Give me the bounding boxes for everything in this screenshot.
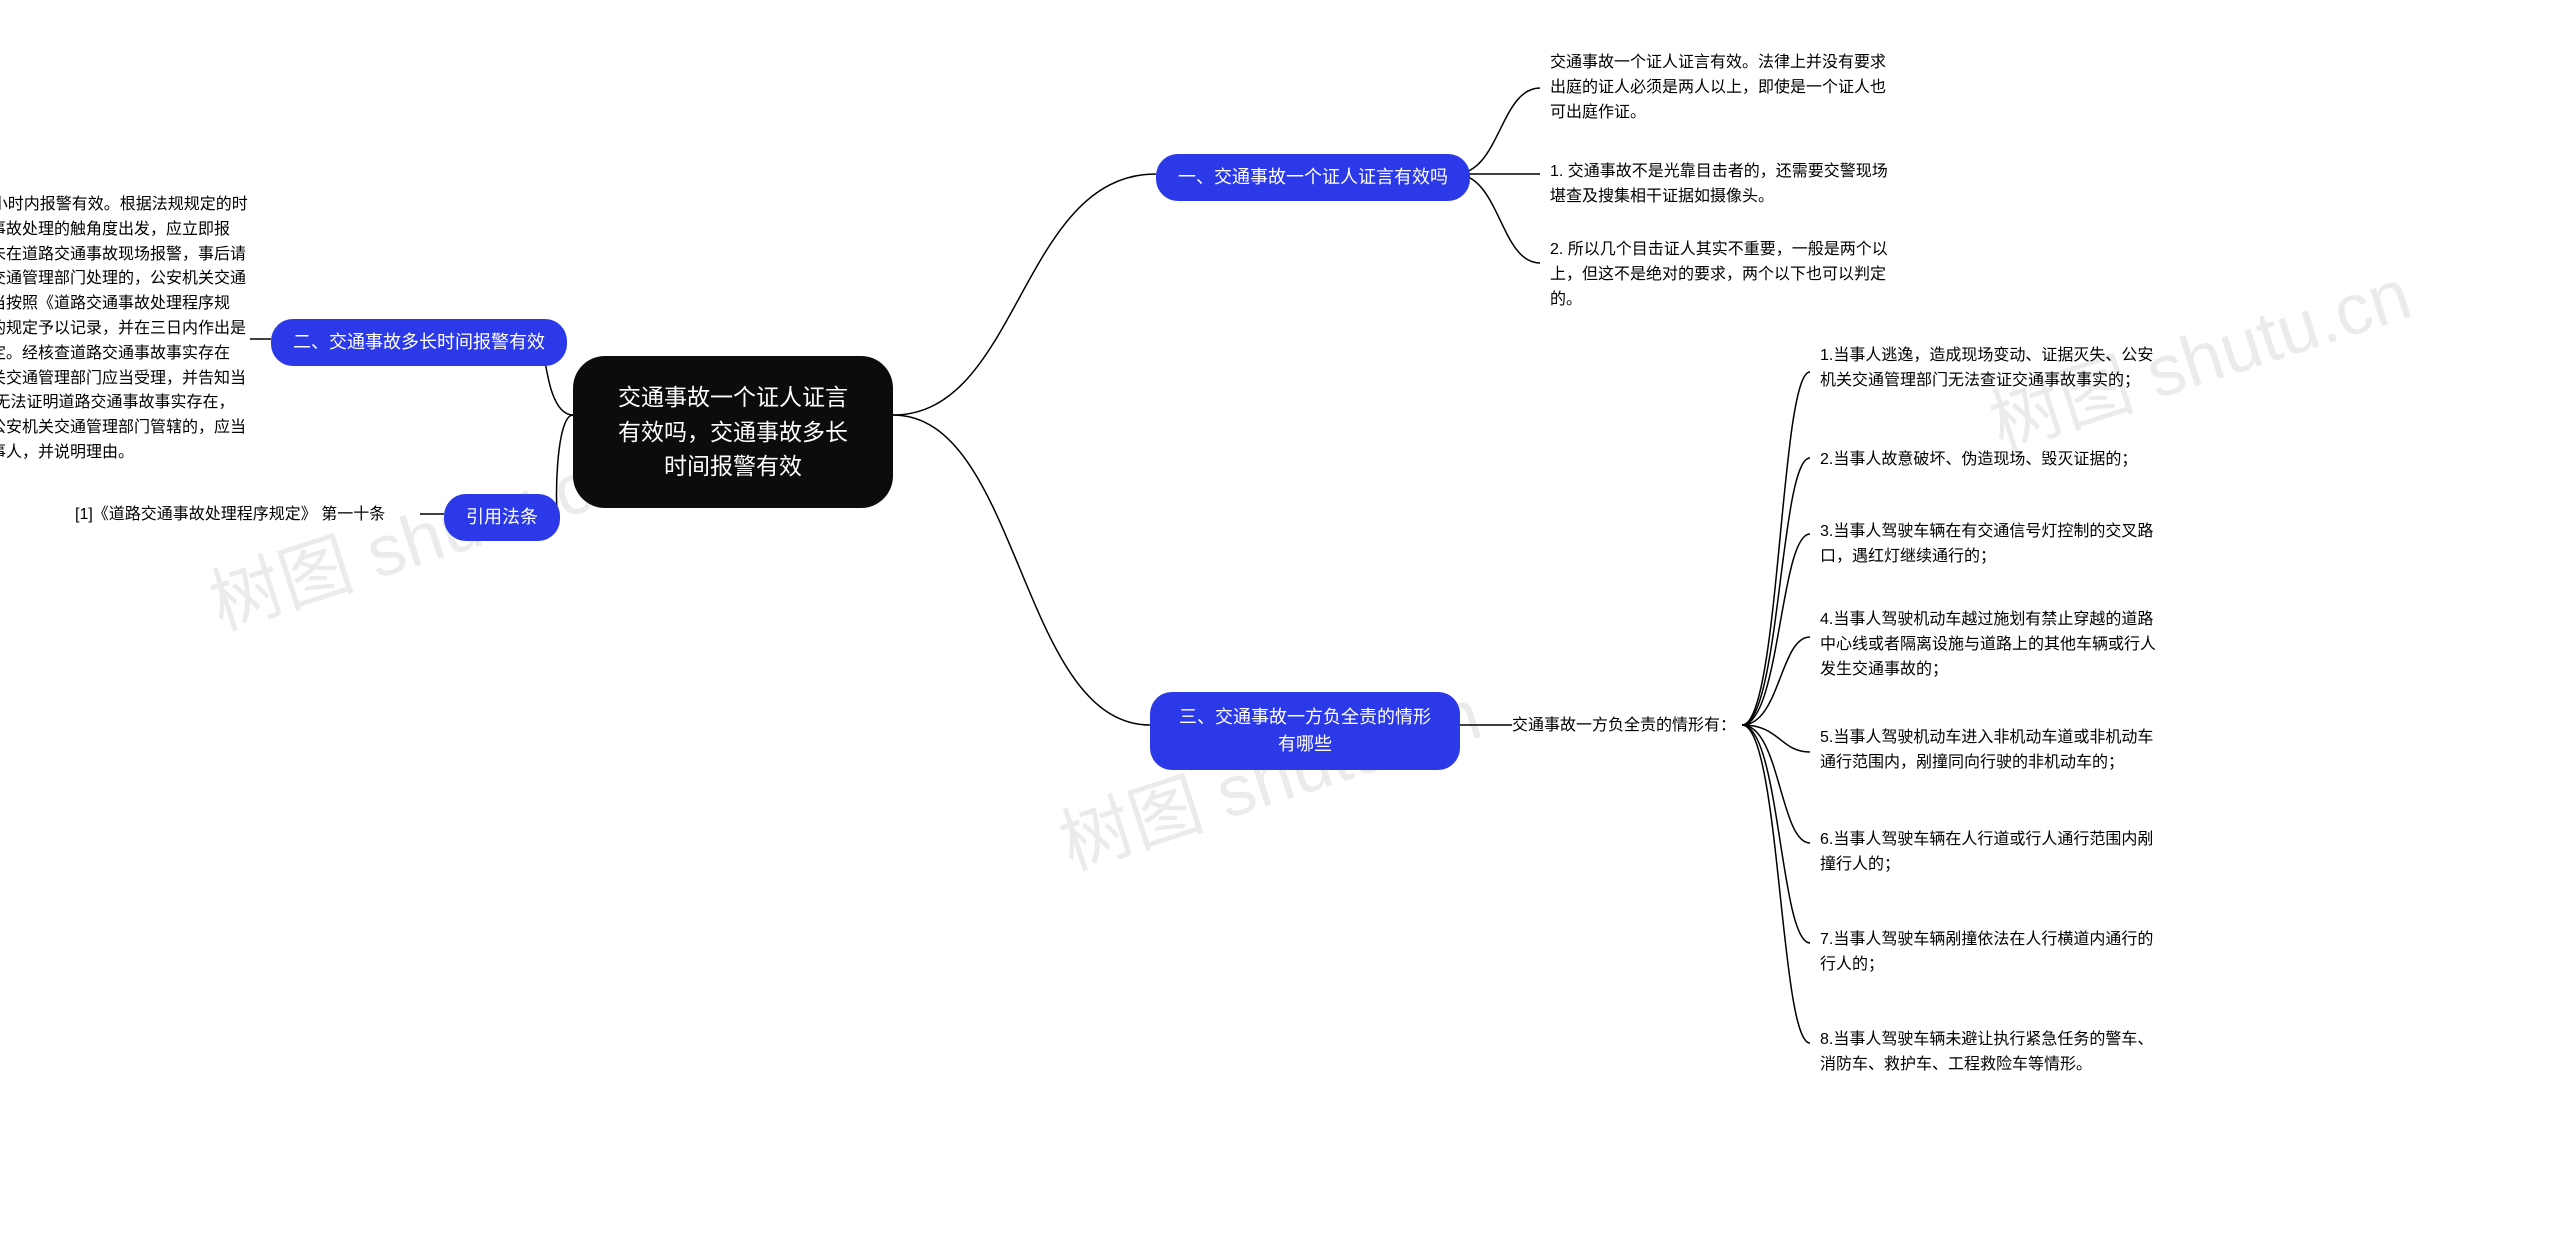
branch-node-3[interactable]: 三、交通事故一方负全责的情形有哪些 (1150, 692, 1460, 770)
mindmap-root[interactable]: 交通事故一个证人证言有效吗，交通事故多长时间报警有效 (573, 356, 893, 508)
branch-node-4[interactable]: 引用法条 (444, 494, 560, 541)
leaf-node[interactable]: 2. 所以几个目击证人其实不重要，一般是两个以上，但这不是绝对的要求，两个以下也… (1550, 238, 1890, 312)
leaf-node[interactable]: 4.当事人驾驶机动车越过施划有禁止穿越的道路中心线或者隔离设施与道路上的其他车辆… (1820, 608, 2160, 682)
leaf-node[interactable]: [1]《道路交通事故处理程序规定》 第一十条 (75, 503, 415, 528)
leaf-node[interactable]: 7.当事人驾驶车辆剐撞依法在人行横道内通行的行人的； (1820, 928, 2160, 978)
leaf-node[interactable]: 8.当事人驾驶车辆未避让执行紧急任务的警车、消防车、救护车、工程救险车等情形。 (1820, 1028, 2160, 1078)
leaf-node[interactable]: 1.当事人逃逸，造成现场变动、证据灭失、公安机关交通管理部门无法查证交通事故事实… (1820, 344, 2160, 394)
leaf-node[interactable]: 1. 交通事故不是光靠目击者的，还需要交警现场堪查及搜集相干证据如摄像头。 (1550, 160, 1890, 210)
branch-node-2[interactable]: 二、交通事故多长时间报警有效 (271, 319, 567, 366)
leaf-node[interactable]: 交通事故24小时内报警有效。根据法规规定的时间与有利于事故处理的触角度出发，应立… (0, 193, 250, 466)
leaf-node[interactable]: 3.当事人驾驶车辆在有交通信号灯控制的交叉路口，遇红灯继续通行的； (1820, 520, 2160, 570)
leaf-node[interactable]: 2.当事人故意破坏、伪造现场、毁灭证据的； (1820, 448, 2160, 473)
leaf-node[interactable]: 交通事故一方负全责的情形有： (1512, 714, 1742, 739)
leaf-node[interactable]: 5.当事人驾驶机动车进入非机动车道或非机动车通行范围内，剐撞同向行驶的非机动车的… (1820, 726, 2160, 776)
branch-node-1[interactable]: 一、交通事故一个证人证言有效吗 (1156, 154, 1470, 201)
watermark: 树图 shutu.cn (1044, 655, 1491, 890)
leaf-node[interactable]: 6.当事人驾驶车辆在人行道或行人通行范围内剐撞行人的； (1820, 828, 2160, 878)
leaf-node[interactable]: 交通事故一个证人证言有效。法律上并没有要求出庭的证人必须是两人以上，即使是一个证… (1550, 51, 1890, 125)
